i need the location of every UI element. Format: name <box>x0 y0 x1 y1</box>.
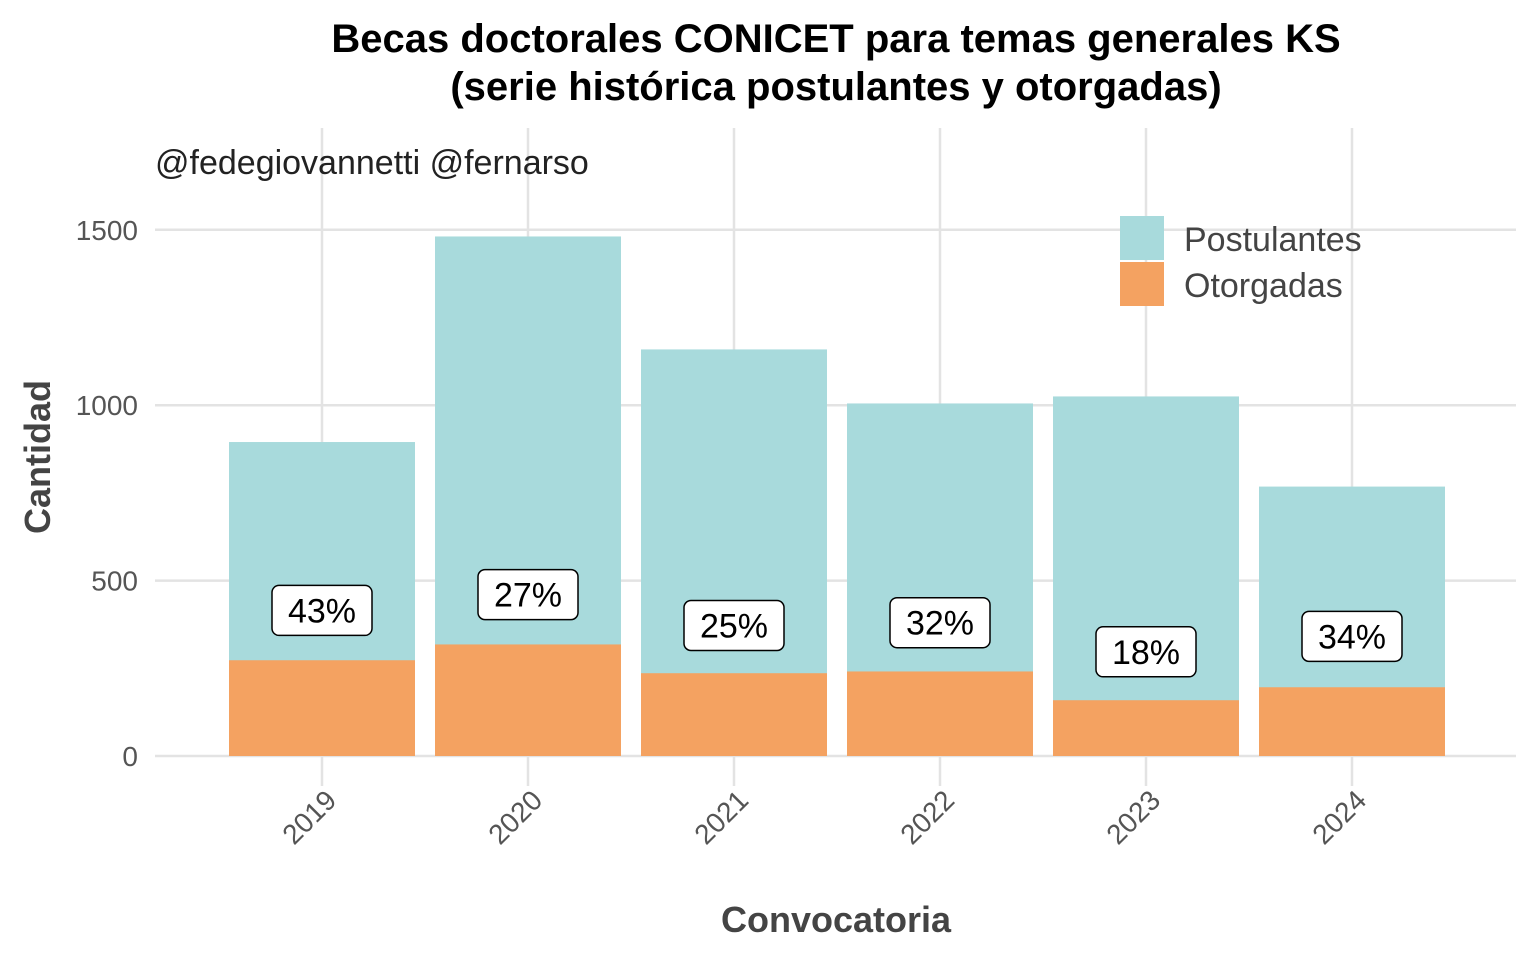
data-label-2024: 34% <box>1301 610 1403 663</box>
data-label-text-2022: 32% <box>906 605 974 643</box>
data-label-text-2021: 25% <box>700 608 768 646</box>
x-tick-label-2024: 2024 <box>1306 784 1372 850</box>
x-tick-label-2021: 2021 <box>688 784 754 850</box>
data-label-2023: 18% <box>1095 626 1197 678</box>
legend: Postulantes Otorgadas <box>1120 216 1362 306</box>
legend-swatch-postulantes <box>1120 216 1164 260</box>
x-tick-label-2023: 2023 <box>1100 784 1166 850</box>
data-label-box-2023 <box>1095 626 1197 678</box>
bar-postulantes-2023 <box>1053 396 1239 756</box>
data-label-text-2020: 27% <box>494 577 562 615</box>
bar-otorgadas-2022 <box>847 671 1033 756</box>
y-tick-label-1000: 1000 <box>76 390 138 421</box>
x-tick-label-2019: 2019 <box>276 784 342 850</box>
legend-swatch-otorgadas <box>1120 262 1164 306</box>
chart-subtitle: (serie histórica postulantes y otorgadas… <box>450 65 1221 109</box>
y-tick-label-500: 500 <box>91 566 138 597</box>
chart-caption: @fedegiovannetti @fernarso <box>155 144 589 182</box>
bar-otorgadas-2019 <box>229 660 415 756</box>
bar-otorgadas-2024 <box>1259 687 1445 756</box>
data-label-2019: 43% <box>271 584 373 637</box>
data-label-2022: 32% <box>889 596 991 649</box>
x-tick-label-2022: 2022 <box>894 784 960 850</box>
bars <box>229 236 1445 756</box>
bar-otorgadas-2020 <box>435 644 621 756</box>
y-tick-label-1500: 1500 <box>76 215 138 246</box>
y-axis-ticks: 0 500 1000 1500 <box>76 215 138 772</box>
data-label-box-2024 <box>1301 610 1403 663</box>
x-tick-label-2020: 2020 <box>482 784 548 850</box>
x-axis-ticks: 2019 2020 2021 2022 2023 2024 <box>276 784 1372 850</box>
data-label-box-2020 <box>477 568 579 621</box>
chart-title: Becas doctorales CONICET para temas gene… <box>331 17 1340 61</box>
legend-label-otorgadas: Otorgadas <box>1184 267 1343 305</box>
data-labels: 43% 27% 25% 32% 18% 34% <box>271 568 1403 678</box>
data-label-text-2019: 43% <box>288 592 356 630</box>
y-axis-title: Cantidad <box>17 380 58 534</box>
data-label-box-2019 <box>271 584 373 637</box>
bar-otorgadas-2023 <box>1053 700 1239 756</box>
data-label-text-2023: 18% <box>1112 634 1180 672</box>
bar-otorgadas-2021 <box>641 673 827 756</box>
y-tick-label-0: 0 <box>122 741 138 772</box>
legend-label-postulantes: Postulantes <box>1184 221 1362 259</box>
x-axis-title: Convocatoria <box>721 899 952 940</box>
data-label-2021: 25% <box>683 599 785 652</box>
data-label-box-2022 <box>889 596 991 649</box>
data-label-2020: 27% <box>477 568 579 621</box>
data-label-box-2021 <box>683 599 785 652</box>
data-label-text-2024: 34% <box>1318 618 1386 656</box>
